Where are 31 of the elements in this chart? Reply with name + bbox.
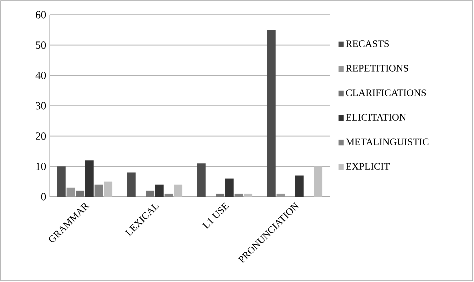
bar <box>57 166 66 197</box>
legend-label: RECASTS <box>346 40 390 48</box>
bar <box>244 194 253 197</box>
y-tick-label: 50 <box>36 42 46 50</box>
legend-label: METALINGUISTIC <box>346 138 429 146</box>
bar <box>85 160 94 197</box>
legend-label: REPETITIONS <box>346 65 408 72</box>
bar <box>155 184 164 197</box>
y-tick-label: 40 <box>36 72 46 80</box>
bar <box>174 184 183 197</box>
bar <box>146 190 155 197</box>
legend-label: ELICITATION <box>346 114 406 121</box>
bar <box>76 190 85 197</box>
bar <box>225 178 234 197</box>
y-tick-label: 0 <box>41 193 46 201</box>
legend-label: CLARIFICATIONS <box>346 90 426 96</box>
bar <box>197 164 206 197</box>
bar <box>276 194 286 197</box>
bar <box>295 176 304 197</box>
y-tick-label: 20 <box>36 132 46 140</box>
bar <box>104 182 113 197</box>
bar <box>66 188 76 197</box>
x-tick-label: L1 USE <box>202 202 230 230</box>
bar <box>127 172 136 197</box>
y-tick-label: 60 <box>36 11 46 19</box>
bar <box>267 30 276 197</box>
legend-label: EXPLICIT <box>346 163 390 170</box>
y-tick-label: 10 <box>36 162 46 170</box>
bar <box>314 166 323 197</box>
y-tick-label: 30 <box>36 102 46 110</box>
bar <box>216 194 225 197</box>
